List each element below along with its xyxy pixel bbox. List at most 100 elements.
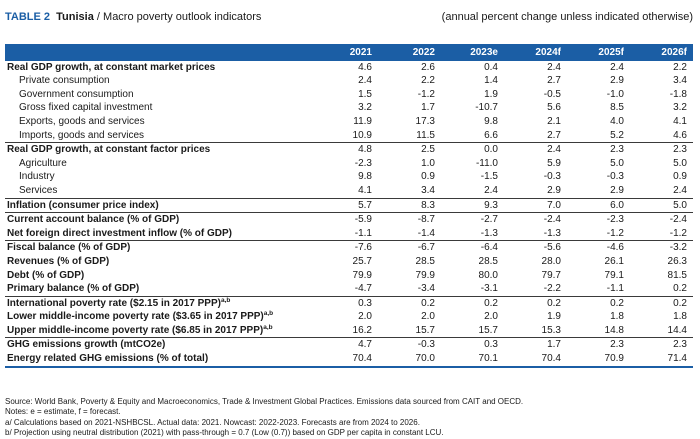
row-label: Industry [19,171,55,183]
row-label: Services [19,184,58,196]
row-label-cell: Real GDP growth, at constant factor pric… [5,142,315,157]
row-label-cell: Energy related GHG emissions (% of total… [5,352,315,368]
footnote-marker: a,b [263,323,273,331]
table-number: TABLE 2 [5,11,51,23]
value-cell: 4.7 [315,337,378,353]
country-name: Tunisia [56,11,94,23]
units-note: (annual percent change unless indicated … [441,11,693,23]
row-label-cell: International poverty rate ($2.15 in 201… [5,295,315,311]
table-row: Primary balance (% of GDP) -4.7 -3.4 -3.1 -2… [5,282,693,296]
value-cell: 4.1 [673,115,687,127]
value-cell: 9.3 [441,197,504,213]
value-cell: -6.4 [441,240,504,255]
row-label-cell: Real GDP growth, at constant market pric… [5,61,315,75]
value-cell: 0.2 [441,295,504,311]
value-cell: 2.4 [504,142,567,157]
value-cell: 2.4 [610,61,624,73]
value-cell: -0.3 [378,337,441,353]
table-row: Gross fixed capital investment 3.2 1.7 -10.… [5,101,693,115]
table-row: Industry 9.8 0.9 -1.5 -0.3 -0.3 0.9 [5,170,693,184]
table-row: International poverty rate ($2.15 in 201… [5,295,693,311]
table-row: Real GDP growth, at constant factor pric… [5,142,693,157]
value-cell: 2.9 [610,184,624,196]
value-cell: 15.7 [415,324,435,336]
value-cell: 25.7 [352,255,372,267]
value-cell: 28.5 [415,255,435,267]
row-label-cell: Imports, goods and services [5,129,315,143]
value-cell: 71.4 [630,352,693,368]
value-cell: 5.7 [315,197,378,213]
value-cell: -10.7 [475,102,498,114]
value-cell: 15.7 [478,324,498,336]
value-cell: 0.2 [378,295,441,311]
value-cell: 2.7 [547,129,561,141]
row-label: Agriculture [19,157,67,169]
value-cell: 4.0 [610,115,624,127]
table-row: Revenues (% of GDP) 25.7 28.5 28.5 28.0 26.1 2… [5,255,693,269]
value-cell: 2.4 [484,184,498,196]
row-label: Primary balance (% of GDP) [7,283,140,295]
value-cell: 5.2 [610,129,624,141]
value-cell: -4.6 [567,240,630,255]
row-label-cell: Net foreign direct investment inflow (% … [5,227,315,241]
value-cell: 10.9 [352,129,372,141]
row-label-cell: Revenues (% of GDP) [5,255,315,269]
value-cell: 1.9 [547,311,561,323]
header-year-2025f: 2025f [567,44,630,61]
value-cell: 3.2 [358,102,372,114]
value-cell: 1.4 [484,75,498,87]
row-label: Net foreign direct investment inflow (% … [7,227,233,239]
value-cell: 80.0 [478,269,498,281]
value-cell: -1.4 [417,227,435,239]
row-label-cell: Services [5,184,315,198]
value-cell: 0.0 [441,142,504,157]
row-label: Imports, goods and services [19,129,145,141]
table-header: 2021 2022 2023e 2024f 2025f 2026f [5,44,693,61]
value-cell: -0.5 [543,88,561,100]
header-year-2022: 2022 [378,44,441,61]
value-cell: 1.7 [421,102,435,114]
row-label: Fiscal balance (% of GDP) [7,242,131,254]
row-label: Energy related GHG emissions (% of total… [7,353,209,365]
value-cell: -3.4 [417,283,435,295]
row-label-cell: Current account balance (% of GDP) [5,212,315,227]
value-cell: 1.0 [421,157,435,169]
value-cell: 2.6 [421,61,435,73]
row-label-cell: Exports, goods and services [5,115,315,129]
table-row: Exports, goods and services 11.9 17.3 9.8 2.… [5,115,693,129]
table-row: Lower middle-income poverty rate ($3.65 … [5,310,693,324]
value-cell: -1.2 [417,88,435,100]
row-label: GHG emissions growth (mtCO2e) [7,339,166,351]
value-cell: -6.7 [378,240,441,255]
value-cell: -2.4 [504,212,567,227]
indicator-table-container: 2021 2022 2023e 2024f 2025f 2026f Real GDP gr… [5,44,693,368]
value-cell: 28.5 [478,255,498,267]
value-cell: 0.2 [504,295,567,311]
table-row: Government consumption 1.5 -1.2 1.9 -0.5 -1.0… [5,88,693,102]
value-cell: -2.3 [567,212,630,227]
table-row: Imports, goods and services 10.9 11.5 6.6 2.… [5,129,693,143]
footnote-line: Source: World Bank, Poverty & Equity and… [5,397,524,406]
value-cell: 2.5 [378,142,441,157]
value-cell: 3.4 [673,75,687,87]
value-cell: -1.2 [669,227,687,239]
value-cell: -11.0 [475,157,498,169]
header-label-cell [5,44,315,61]
table-row: Net foreign direct investment inflow (% … [5,227,693,241]
table-row: Energy related GHG emissions (% of total… [5,352,693,368]
value-cell: 79.7 [541,269,561,281]
row-label-cell: Primary balance (% of GDP) [5,282,315,296]
table-row: Fiscal balance (% of GDP) -7.6 -6.7 -6.4 -5.… [5,240,693,255]
value-cell: 0.9 [673,171,687,183]
table-row: Current account balance (% of GDP) -5.9 -8… [5,212,693,227]
value-cell: 9.8 [484,115,498,127]
value-cell: 0.4 [484,61,498,73]
value-cell: -1.5 [480,171,498,183]
row-label-cell: Inflation (consumer price index) [5,197,315,213]
row-label-cell: Lower middle-income poverty rate ($3.65 … [5,310,315,324]
value-cell: -3.2 [630,240,693,255]
value-cell: 1.8 [610,311,624,323]
value-cell: 6.0 [567,197,630,213]
value-cell: 14.4 [667,324,687,336]
value-cell: -2.3 [354,157,372,169]
